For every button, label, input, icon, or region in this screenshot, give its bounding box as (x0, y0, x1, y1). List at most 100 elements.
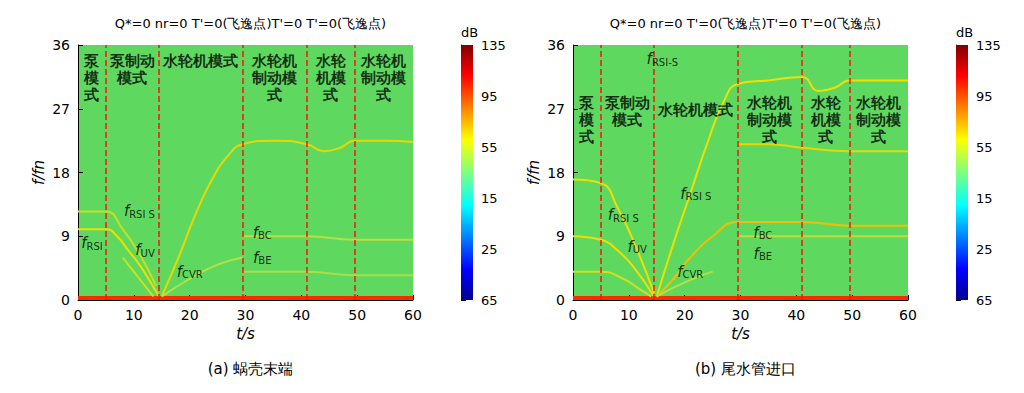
svg-text:RSI S: RSI S (686, 191, 712, 202)
svg-text:f: f (627, 237, 633, 256)
svg-text:65: 65 (481, 293, 498, 308)
svg-text:CVR: CVR (682, 269, 703, 280)
svg-text:水轮机: 水轮机 (251, 52, 297, 70)
svg-text:0: 0 (74, 307, 83, 323)
svg-text:55: 55 (976, 140, 993, 155)
svg-text:25: 25 (976, 242, 993, 257)
svg-text:50: 50 (843, 307, 861, 323)
svg-text:65: 65 (976, 293, 993, 308)
svg-text:制动模: 制动模 (855, 111, 902, 129)
svg-text:制动模: 制动模 (746, 111, 793, 129)
svg-text:泵: 泵 (83, 52, 100, 70)
svg-text:RSI-S: RSI-S (652, 57, 678, 68)
svg-text:BE: BE (759, 251, 772, 262)
svg-text:泵制动: 泵制动 (604, 94, 650, 112)
svg-text:60: 60 (899, 307, 917, 323)
svg-text:30: 30 (237, 307, 255, 323)
svg-text:0: 0 (61, 292, 70, 308)
svg-text:f: f (135, 241, 141, 260)
svg-text:27: 27 (547, 101, 565, 117)
svg-text:模: 模 (83, 69, 100, 87)
svg-text:dB: dB (461, 25, 478, 40)
svg-text:20: 20 (676, 307, 694, 323)
svg-text:t/s: t/s (236, 325, 255, 343)
svg-text:式: 式 (578, 128, 594, 146)
svg-text:36: 36 (547, 37, 565, 53)
svg-text:式: 式 (322, 86, 338, 104)
svg-text:水轮机模式: 水轮机模式 (162, 52, 238, 70)
svg-text:15: 15 (976, 191, 993, 206)
svg-text:(b) 尾水管进口: (b) 尾水管进口 (695, 360, 796, 378)
svg-text:泵制动: 泵制动 (109, 52, 155, 70)
svg-text:40: 40 (292, 307, 310, 323)
svg-text:15: 15 (481, 191, 498, 206)
svg-text:式: 式 (761, 128, 777, 146)
svg-text:Q*=0 nr=0 T'=0(飞逸点)T'=0 T'=0(飞: Q*=0 nr=0 T'=0(飞逸点)T'=0 T'=0(飞逸点) (610, 16, 881, 31)
svg-text:25: 25 (481, 242, 498, 257)
svg-text:f: f (253, 248, 259, 267)
svg-text:f: f (252, 223, 259, 242)
svg-text:模式: 模式 (611, 111, 642, 129)
svg-text:20: 20 (181, 307, 199, 323)
svg-text:f: f (81, 234, 87, 253)
svg-text:(a) 蜗壳末端: (a) 蜗壳末端 (208, 360, 294, 378)
svg-text:0: 0 (569, 307, 578, 323)
svg-text:CVR: CVR (182, 269, 203, 280)
svg-text:水轮机模式: 水轮机模式 (657, 101, 733, 119)
svg-text:式: 式 (817, 128, 833, 146)
svg-text:0: 0 (556, 292, 565, 308)
svg-text:机模: 机模 (810, 111, 842, 129)
svg-text:Q*=0 nr=0 T'=0(飞逸点)T'=0 T'=0(飞: Q*=0 nr=0 T'=0(飞逸点)T'=0 T'=0(飞逸点) (115, 16, 386, 31)
svg-text:式: 式 (266, 86, 282, 104)
svg-text:水轮机: 水轮机 (746, 94, 792, 112)
svg-text:RSI S: RSI S (613, 213, 639, 224)
svg-text:泵: 泵 (578, 94, 595, 112)
svg-text:机模: 机模 (315, 69, 347, 87)
svg-text:9: 9 (556, 228, 565, 244)
svg-text:f/fn: f/fn (525, 160, 543, 185)
svg-text:RSI S: RSI S (129, 209, 155, 220)
svg-text:9: 9 (61, 228, 70, 244)
svg-text:95: 95 (481, 89, 498, 104)
svg-text:18: 18 (547, 165, 565, 181)
svg-text:水轮: 水轮 (810, 94, 842, 112)
svg-text:BC: BC (759, 230, 773, 241)
svg-text:f: f (176, 262, 182, 281)
svg-text:RSI: RSI (86, 241, 102, 252)
svg-text:10: 10 (620, 307, 638, 323)
svg-text:式: 式 (83, 86, 99, 104)
svg-text:f: f (680, 184, 686, 203)
svg-text:dB: dB (956, 25, 973, 40)
svg-text:60: 60 (404, 307, 422, 323)
svg-text:55: 55 (481, 140, 498, 155)
svg-text:UV: UV (141, 248, 155, 259)
svg-text:BC: BC (258, 230, 272, 241)
svg-text:模: 模 (578, 111, 595, 129)
svg-text:27: 27 (52, 101, 70, 117)
svg-text:制动模: 制动模 (251, 69, 298, 87)
svg-text:f: f (646, 50, 652, 69)
svg-text:f: f (607, 206, 613, 224)
svg-text:30: 30 (732, 307, 750, 323)
svg-text:40: 40 (787, 307, 805, 323)
svg-text:135: 135 (976, 38, 1001, 53)
svg-text:50: 50 (348, 307, 366, 323)
svg-text:10: 10 (125, 307, 143, 323)
svg-text:水轮: 水轮 (315, 52, 347, 70)
svg-text:BE: BE (258, 255, 271, 266)
svg-text:式: 式 (870, 128, 886, 146)
svg-text:模式: 模式 (116, 69, 147, 87)
svg-text:水轮机: 水轮机 (855, 94, 901, 112)
svg-text:水轮机: 水轮机 (360, 52, 406, 70)
svg-text:制动模: 制动模 (360, 69, 407, 87)
svg-text:f: f (123, 202, 130, 221)
svg-text:95: 95 (976, 89, 993, 104)
svg-text:式: 式 (375, 86, 391, 104)
svg-text:135: 135 (481, 38, 506, 53)
svg-text:UV: UV (633, 244, 647, 255)
svg-text:18: 18 (52, 165, 70, 181)
svg-text:f/fn: f/fn (30, 160, 48, 185)
svg-text:t/s: t/s (731, 325, 750, 343)
svg-text:f: f (677, 262, 683, 281)
svg-text:36: 36 (52, 37, 70, 53)
